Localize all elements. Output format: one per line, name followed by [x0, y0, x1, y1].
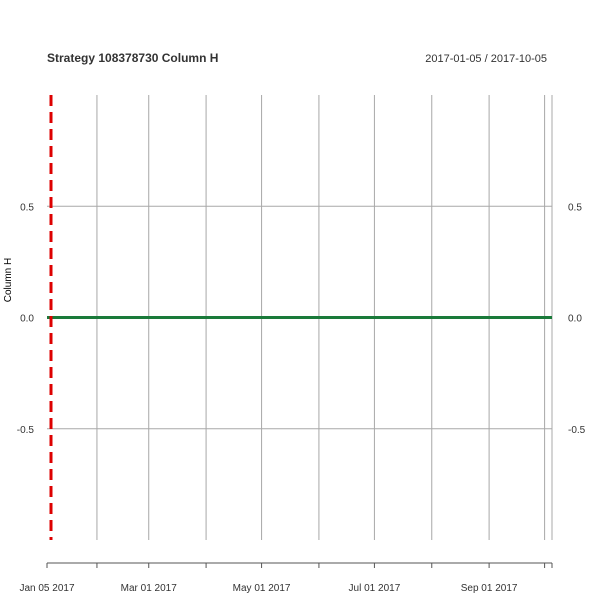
y-tick-label-right: 0.0	[568, 314, 582, 325]
x-axis	[46, 562, 553, 568]
x-tick-label: Sep 01 2017	[461, 583, 518, 594]
y-axis-title: Column H	[3, 258, 14, 302]
x-tick-labels: Jan 05 2017 Mar 01 2017 May 01 2017 Jul 01 …	[19, 583, 517, 594]
y-tick-labels: -0.5 -0.5 0.0 0.0 0.5 0.5	[17, 202, 586, 436]
y-tick-label-right: 0.5	[568, 202, 582, 213]
y-tick-label-left: 0.5	[20, 202, 34, 213]
y-tick-label-left: -0.5	[17, 425, 35, 436]
y-tick-label-right: -0.5	[568, 425, 586, 436]
date-range-label: 2017-01-05 / 2017-10-05	[425, 53, 547, 65]
x-tick-label: Jul 01 2017	[349, 583, 401, 594]
x-tick-label: Mar 01 2017	[121, 583, 178, 594]
x-tick-label: May 01 2017	[233, 583, 291, 594]
chart-title: Strategy 108378730 Column H	[47, 51, 218, 65]
y-tick-label-left: 0.0	[20, 314, 34, 325]
x-tick-label: Jan 05 2017	[19, 583, 74, 594]
